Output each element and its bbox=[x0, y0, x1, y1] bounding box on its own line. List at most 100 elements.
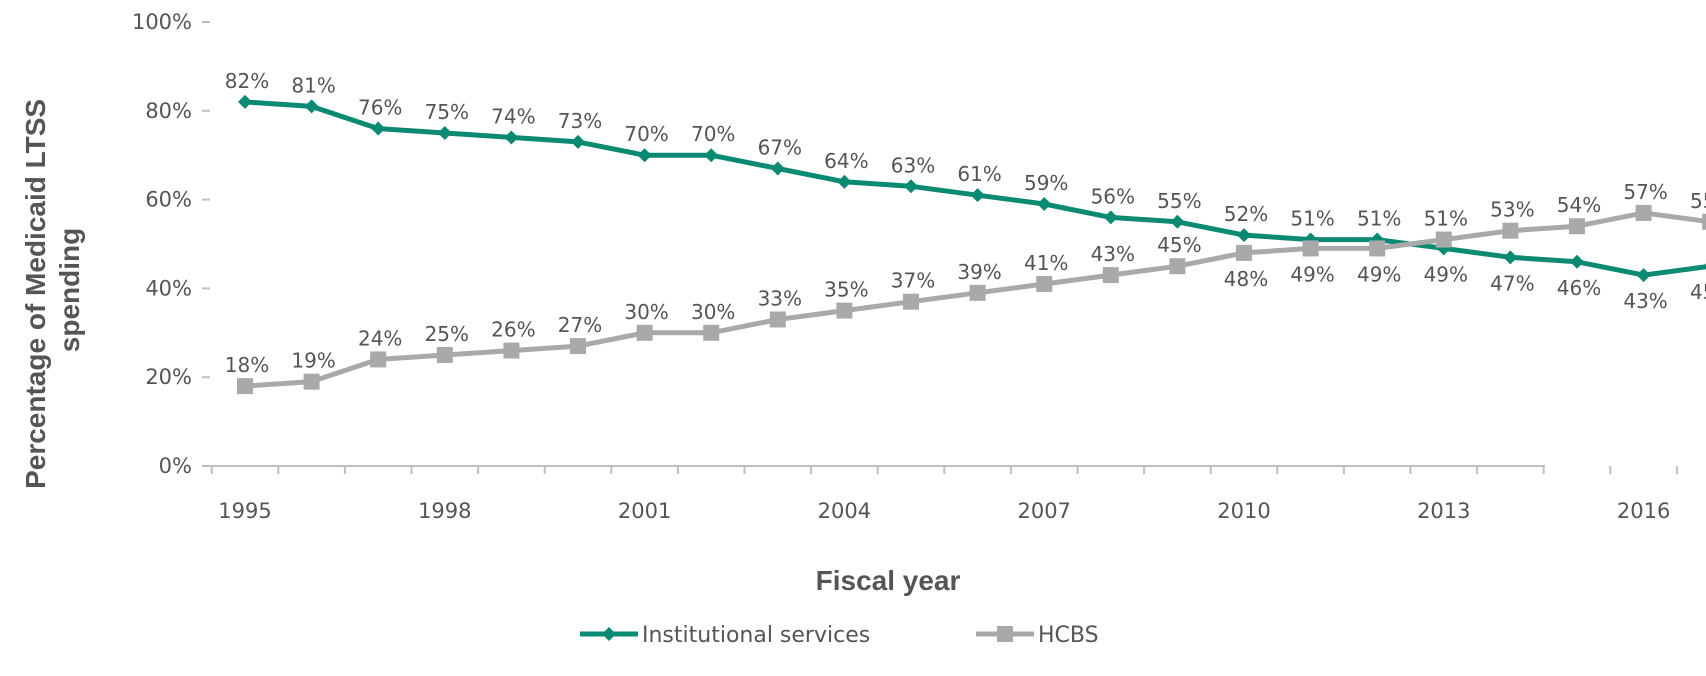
data-point bbox=[370, 351, 387, 368]
data-point bbox=[1302, 240, 1319, 257]
data-point bbox=[769, 311, 786, 328]
svg-text:Percentage of Medicaid LTSS: Percentage of Medicaid LTSS spending bbox=[20, 91, 85, 489]
data-label: 57% bbox=[1623, 180, 1667, 204]
data-point bbox=[703, 324, 720, 341]
data-point bbox=[637, 148, 652, 163]
data-point bbox=[1036, 275, 1053, 292]
data-label: 25% bbox=[425, 322, 469, 346]
data-label: 47% bbox=[1490, 271, 1534, 295]
data-label: 73% bbox=[558, 109, 602, 133]
data-label: 75% bbox=[425, 100, 469, 124]
data-label: 26% bbox=[491, 318, 535, 342]
data-point bbox=[836, 302, 853, 319]
data-label: 59% bbox=[1024, 171, 1068, 195]
data-point bbox=[903, 293, 919, 310]
data-point bbox=[1702, 213, 1706, 230]
data-label: 64% bbox=[824, 149, 868, 173]
data-label: 51% bbox=[1424, 207, 1468, 231]
x-tick-label: 2010 bbox=[1217, 499, 1270, 523]
data-label: 45% bbox=[1157, 233, 1201, 257]
legend-item-hcbs: HCBS bbox=[976, 623, 1099, 648]
data-label: 49% bbox=[1424, 262, 1468, 286]
y-tick-label: 100% bbox=[132, 10, 192, 34]
y-tick-label: 60% bbox=[145, 188, 192, 212]
x-tick-label: 2001 bbox=[618, 499, 671, 523]
data-point bbox=[504, 130, 519, 145]
data-label: 43% bbox=[1623, 289, 1667, 313]
x-axis-ticks: 199519982001200420072010201320162019 bbox=[210, 466, 1678, 523]
x-axis-title: Fiscal year bbox=[816, 565, 961, 596]
x-tick-label: 2016 bbox=[1617, 499, 1670, 523]
data-label: 51% bbox=[1357, 207, 1401, 231]
data-label: 82% bbox=[225, 69, 269, 93]
data-point bbox=[636, 324, 653, 341]
series-layer: 82% 81% 76% 75% 74% 73% 70% 70% 67% 64% 63% 61% 59% 5… bbox=[225, 69, 1706, 395]
data-point bbox=[304, 99, 319, 114]
data-label: 55% bbox=[1690, 189, 1706, 213]
data-label: 48% bbox=[1224, 267, 1268, 291]
data-label: 52% bbox=[1224, 202, 1268, 226]
data-label: 41% bbox=[1024, 251, 1068, 275]
data-point bbox=[1102, 267, 1119, 284]
data-point bbox=[1237, 228, 1251, 243]
data-point bbox=[970, 188, 985, 203]
x-tick-label: 1995 bbox=[218, 499, 271, 523]
data-label: 74% bbox=[491, 104, 535, 128]
data-label: 70% bbox=[624, 122, 668, 146]
data-label: 24% bbox=[358, 326, 402, 350]
data-point bbox=[1570, 254, 1584, 269]
data-point bbox=[571, 134, 585, 149]
data-point bbox=[437, 126, 452, 140]
x-tick-label: 2004 bbox=[818, 499, 871, 523]
y-tick-label: 0% bbox=[159, 454, 192, 478]
data-point bbox=[1503, 250, 1518, 265]
data-point bbox=[904, 179, 918, 194]
data-label: 37% bbox=[891, 269, 935, 293]
legend-label: HCBS bbox=[1038, 623, 1099, 648]
data-label: 46% bbox=[1557, 276, 1601, 300]
data-point bbox=[1037, 197, 1052, 212]
data-point bbox=[303, 373, 320, 390]
data-label: 33% bbox=[758, 286, 802, 310]
data-label: 49% bbox=[1357, 262, 1401, 286]
data-point bbox=[1435, 231, 1452, 248]
data-label: 61% bbox=[957, 162, 1001, 186]
data-point bbox=[770, 161, 785, 176]
data-point bbox=[238, 94, 252, 109]
legend: Institutional services HCBS bbox=[580, 623, 1099, 648]
x-tick-label: 2013 bbox=[1417, 499, 1470, 523]
y-axis-ticks: 0% 20% 40% 60% 80% 100% bbox=[132, 10, 210, 478]
data-point bbox=[1103, 210, 1118, 225]
data-point bbox=[969, 284, 986, 301]
legend-item-institutional-services: Institutional services bbox=[580, 623, 870, 648]
data-label: 43% bbox=[1091, 242, 1135, 266]
data-point bbox=[704, 148, 719, 163]
data-label: 30% bbox=[691, 300, 735, 324]
data-label: 35% bbox=[824, 278, 868, 302]
data-label: 19% bbox=[291, 349, 335, 373]
data-point bbox=[1636, 268, 1651, 283]
data-point bbox=[1169, 258, 1186, 275]
data-label: 51% bbox=[1290, 207, 1334, 231]
x-tick-label: 2007 bbox=[1017, 499, 1070, 523]
data-point bbox=[837, 174, 852, 189]
y-tick-label: 40% bbox=[145, 276, 192, 300]
legend-marker bbox=[602, 627, 616, 641]
data-label: 27% bbox=[558, 313, 602, 337]
data-point bbox=[1703, 263, 1706, 270]
data-label: 45% bbox=[1690, 280, 1706, 304]
series-hcbs: 18% 19% 24% 25% 26% 27% 30% 30% 33% 35% 37% 39% 41% 4… bbox=[225, 180, 1706, 395]
data-label: 30% bbox=[624, 300, 668, 324]
data-point bbox=[371, 121, 386, 136]
data-label: 54% bbox=[1557, 193, 1601, 217]
y-axis-title: Percentage of Medicaid LTSS spending bbox=[20, 91, 85, 489]
data-point bbox=[1635, 204, 1652, 221]
data-label: 56% bbox=[1091, 184, 1135, 208]
data-label: 76% bbox=[358, 96, 402, 120]
data-point bbox=[436, 347, 453, 363]
y-tick-label: 80% bbox=[145, 99, 192, 123]
x-tick-label: 1998 bbox=[418, 499, 471, 523]
series-institutional-services: 82% 81% 76% 75% 74% 73% 70% 70% 67% 64% 63% 61% 59% 5… bbox=[225, 69, 1706, 313]
data-point bbox=[503, 342, 520, 359]
